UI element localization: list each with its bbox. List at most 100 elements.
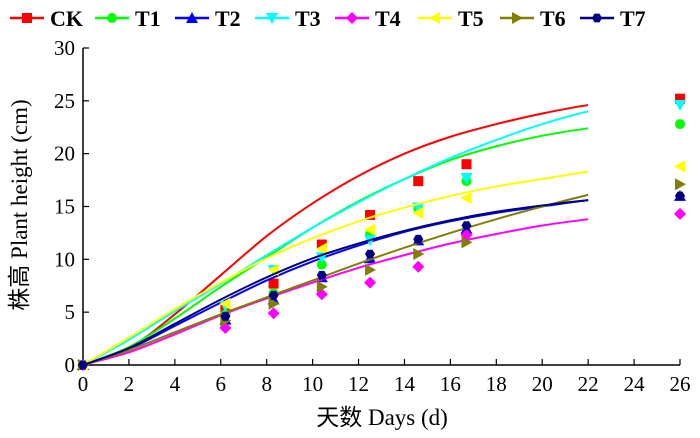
series-line [82,127,589,366]
legend-item-t7: T7 [580,6,646,31]
series-line [82,193,589,366]
data-point [267,307,280,320]
y-tick-label: 0 [65,353,76,377]
data-point [365,263,377,276]
y-tick-label: 20 [54,142,75,166]
legend-marker [512,12,523,24]
series-t1 [78,119,685,370]
x-axis-title: 天数 Days (d) [316,405,448,430]
data-point [461,221,472,230]
data-point [364,223,376,236]
series-t4 [77,207,686,371]
series-t6 [78,178,686,371]
x-tick-label: 4 [170,372,181,396]
legend-label: T2 [215,6,241,31]
series-line [82,199,589,366]
data-point [365,249,376,259]
legend-item-t4: T4 [335,6,401,31]
data-point [268,278,279,289]
series-line [82,199,589,366]
data-point [674,207,686,220]
data-point [220,312,231,321]
data-point [316,259,327,270]
data-point [460,192,472,205]
x-tick-label: 18 [486,372,507,396]
legend-item-t2: T2 [175,6,241,31]
series-layer [77,93,686,371]
legend-label: T3 [295,6,321,31]
x-tick-label: 14 [394,372,416,396]
data-point [674,100,686,112]
data-point [413,176,424,187]
x-tick-label: 2 [124,372,135,396]
data-point [315,242,327,255]
y-tick-labels: 0 5 10 15 20 25 30 [54,36,75,377]
data-point [365,209,376,220]
y-tick-label: 30 [54,36,75,60]
y-tick-label: 5 [65,300,76,324]
x-tick-label: 0 [78,372,89,396]
legend-label: T4 [375,6,401,31]
x-tick-label: 6 [216,372,227,396]
x-tick-label: 10 [302,372,323,396]
legend-marker [266,13,278,24]
legend-item-t6: T6 [500,6,566,31]
data-point [316,280,328,293]
axes [82,47,681,366]
legend-marker [186,12,198,23]
data-point [675,191,685,201]
legend-label: T1 [135,6,161,31]
legend-item-t5: T5 [418,6,484,31]
x-tick-label: 26 [670,372,691,396]
data-point [413,234,424,244]
legend-item-t1: T1 [95,6,161,31]
x-tick-label: 24 [624,372,646,396]
data-point [461,159,472,170]
data-point [413,248,425,261]
y-tick-label: 10 [54,247,75,271]
data-point [316,270,327,280]
series-line [82,218,589,366]
data-point [461,236,473,249]
legend: CK T1 T2 T3 T4 T5 T6 T7 [10,6,646,31]
data-point [460,172,473,184]
x-tick-label: 20 [532,372,553,396]
data-point [268,290,279,300]
legend-marker [346,12,358,24]
series-line [82,104,589,366]
series-line [82,170,589,366]
data-point [316,239,327,250]
data-point [268,297,280,310]
data-point [78,360,88,370]
legend-label: T5 [458,6,484,31]
series-t7 [78,191,685,370]
data-point [364,276,377,289]
y-axis-title: 株高 Plant height (cm) [7,99,32,310]
legend-label: CK [50,6,83,31]
data-point [412,206,424,219]
legend-label: T7 [620,6,646,31]
data-point [674,160,685,173]
legend-marker [592,13,602,23]
data-point [219,297,231,310]
data-point [675,119,685,130]
legend-label: T6 [540,6,566,31]
data-point [412,260,425,273]
legend-marker [429,12,440,24]
x-tick-label: 22 [578,372,599,396]
data-point [675,178,686,191]
legend-marker [107,13,117,23]
y-tick-label: 15 [54,195,75,219]
series-t5 [77,160,685,371]
y-tick-label: 25 [54,89,75,113]
legend-marker [22,13,32,23]
legend-item-t3: T3 [255,6,321,31]
legend-item-ck: CK [10,6,83,31]
x-tick-labels: 0 2 4 6 8 10 12 14 16 18 20 22 24 26 [78,372,691,396]
x-tick-label: 8 [261,372,272,396]
x-tick-label: 16 [440,372,461,396]
series-line [82,110,589,366]
series-t2 [77,189,686,370]
x-tick-label: 12 [348,372,369,396]
